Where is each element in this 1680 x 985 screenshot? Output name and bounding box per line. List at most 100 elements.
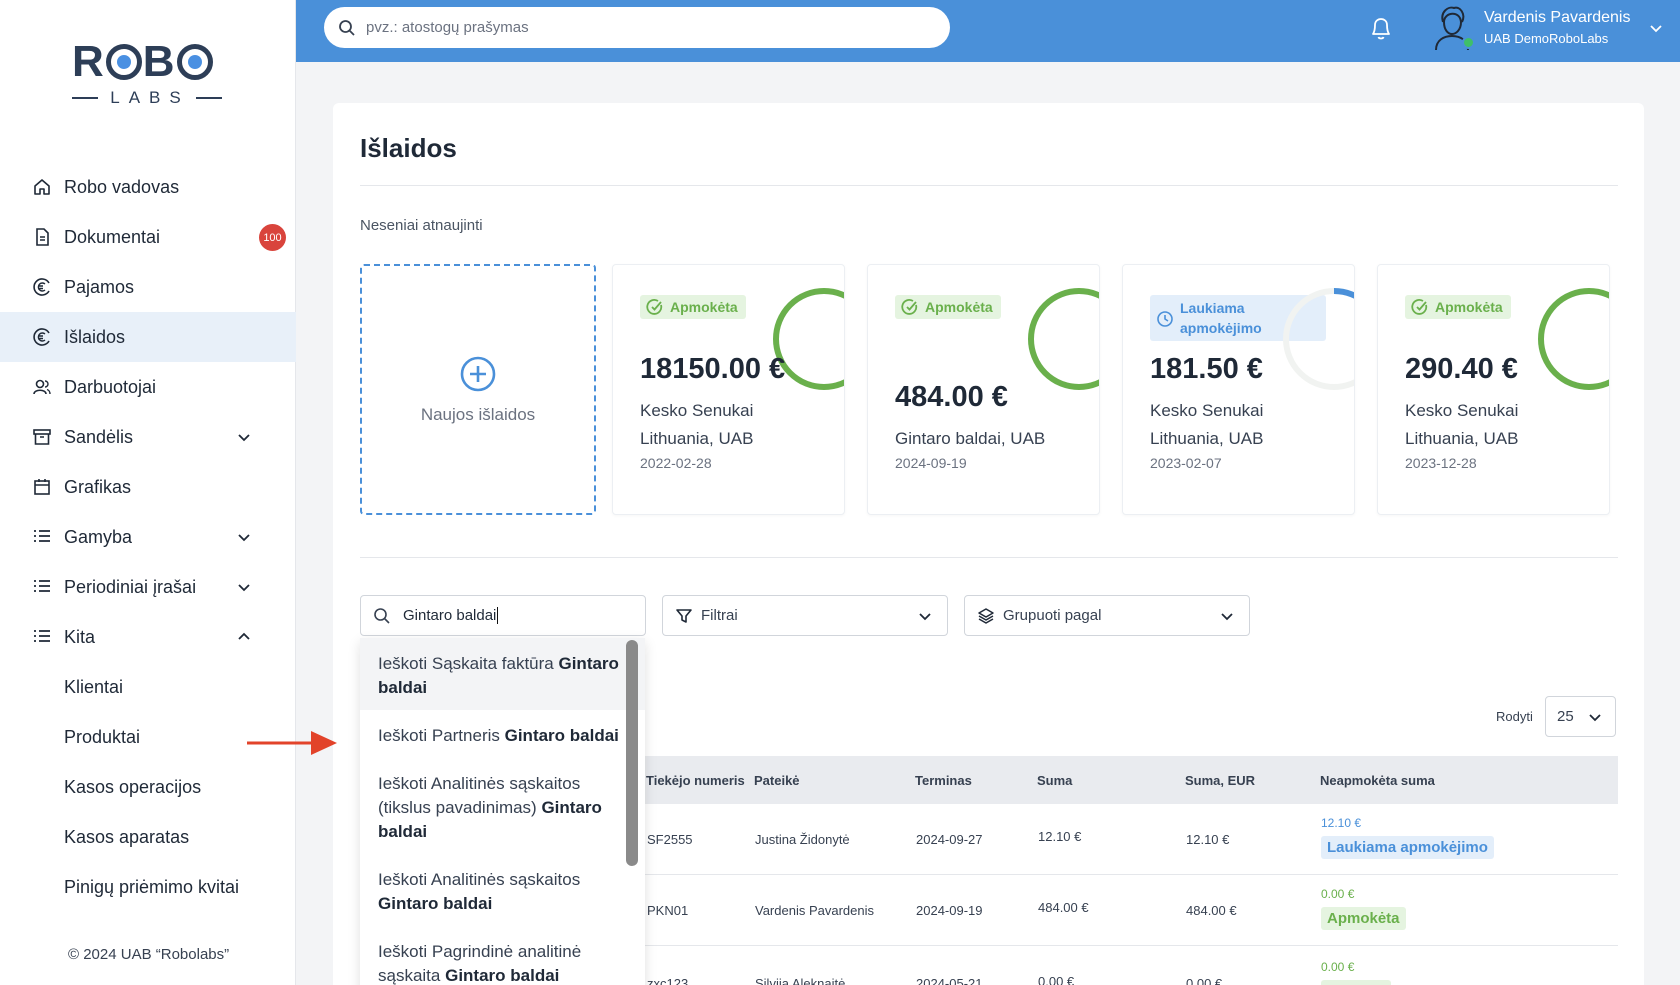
suggestion-item[interactable]: Ieškoti Partneris Gintaro baldai (378, 726, 619, 745)
bell-icon[interactable] (1368, 14, 1394, 42)
chevron-down-icon (1221, 613, 1233, 621)
progress-ring-arc (1283, 288, 1354, 390)
expense-amount: 290.40 € (1405, 353, 1518, 385)
list-icon (32, 627, 52, 647)
sidebar-item-label: Sandėlis (64, 426, 134, 447)
column-header[interactable]: Suma (1037, 773, 1073, 788)
sidebar-item-periodiniai-irasai[interactable]: Periodiniai įrašai (0, 562, 296, 612)
table-row[interactable]: SF2555 Justina Židonytė 2024-09-27 12.10… (644, 804, 1618, 875)
suggestion-item[interactable]: Ieškoti Analitinės sąskaitos (tikslus pa… (378, 774, 602, 841)
column-header[interactable]: Pateikė (754, 773, 800, 788)
calendar-icon (32, 477, 52, 497)
group-by-dropdown[interactable]: Grupuoti pagal (964, 595, 1250, 636)
check-circle-icon (901, 299, 918, 315)
plus-circle-icon (460, 356, 496, 391)
sidebar-item-darbuotojai[interactable]: Darbuotojai (0, 362, 296, 412)
expense-vendor: Kesko Senukai Lithuania, UAB (1150, 401, 1264, 448)
expense-date: 2024-09-19 (895, 455, 967, 471)
new-expense-card[interactable]: Naujos išlaidos (360, 264, 596, 515)
amount: 484.00 € (1038, 900, 1089, 915)
due-date: 2024-05-21 (916, 976, 983, 985)
progress-ring-arc (773, 288, 844, 390)
recent-expense-card[interactable]: Apmokėta 484.00 € Gintaro baldai, UAB 20… (867, 264, 1100, 515)
global-search[interactable] (324, 7, 950, 48)
search-input-value[interactable]: Gintaro baldai (403, 607, 499, 624)
table-row[interactable]: zxc123 Silvija Aleknaitė 2024-05-21 0.00… (644, 946, 1618, 985)
layers-icon (978, 607, 994, 624)
expense-amount: 484.00 € (895, 381, 1008, 413)
sidebar-item-dokumentai[interactable]: Dokumentai 100 (0, 212, 296, 262)
sidebar-subitem-klientai[interactable]: Klientai (0, 662, 296, 712)
sidebar-item-gamyba[interactable]: Gamyba (0, 512, 296, 562)
amount-eur: 12.10 € (1186, 832, 1230, 847)
suggestion-item[interactable]: Ieškoti Pagrindinė analitinė sąskaita Gi… (378, 942, 582, 985)
progress-ring (1283, 288, 1354, 390)
scrollbar[interactable] (626, 640, 638, 866)
status-badge (1321, 980, 1391, 985)
recent-expense-card[interactable]: Laukiama apmokėjimo 181.50 € Kesko Senuk… (1122, 264, 1355, 515)
expense-vendor: Kesko Senukai Lithuania, UAB (640, 401, 754, 448)
suggestion-item[interactable]: Ieškoti Sąskaita faktūra Gintaro baldai (360, 638, 645, 710)
status-badge: Apmokėta (1405, 295, 1511, 319)
sidebar-subitem-pinigu-priemimo-kvitai[interactable]: Pinigų priėmimo kvitai (0, 862, 296, 912)
recent-expense-card[interactable]: Apmokėta 290.40 € Kesko Senukai Lithuania… (1377, 264, 1610, 515)
due-date: 2024-09-27 (916, 832, 983, 847)
check-circle-icon (1411, 299, 1428, 315)
chevron-down-icon[interactable] (236, 579, 252, 595)
recent-expense-card[interactable]: Apmokėta 18150.00 € Kesko Senukai Lithuan… (612, 264, 845, 515)
document-icon (32, 227, 52, 247)
progress-ring (1538, 288, 1609, 390)
chevron-up-icon[interactable] (236, 629, 252, 645)
filters-dropdown[interactable]: Filtrai (662, 595, 948, 636)
sidebar-item-label: Kasos aparatas (64, 826, 190, 847)
status-badge: Apmokėta (895, 295, 1001, 319)
sidebar-item-label: Kasos operacijos (64, 776, 202, 797)
supplier-number: SF2555 (647, 832, 693, 847)
euro-icon (32, 327, 52, 347)
sidebar-item-islaidos[interactable]: Išlaidos (0, 312, 296, 362)
check-circle-icon (646, 299, 663, 315)
sidebar-item-grafikas[interactable]: Grafikas (0, 462, 296, 512)
page-size-select[interactable]: 25 (1545, 696, 1616, 737)
chevron-down-icon[interactable] (236, 429, 252, 445)
status-badge: Apmokėta (1321, 907, 1406, 930)
chevron-down-icon[interactable] (1648, 20, 1664, 36)
amount: 12.10 € (1038, 829, 1082, 844)
expense-date: 2023-02-07 (1150, 455, 1222, 471)
sidebar-item-pajamos[interactable]: Pajamos (0, 262, 296, 312)
submitted-by: Justina Židonytė (755, 832, 850, 847)
status-badge: Laukiama apmokėjimo (1321, 836, 1494, 859)
online-status-dot (1462, 36, 1475, 49)
expense-date: 2022-02-28 (640, 455, 712, 471)
search-suggestions: Ieškoti Sąskaita faktūra Gintaro baldai … (360, 638, 645, 985)
sidebar-subitem-kasos-aparatas[interactable]: Kasos aparatas (0, 812, 296, 862)
sidebar-item-label: Dokumentai (64, 226, 161, 247)
sidebar-subitem-produktai[interactable]: Produktai (0, 712, 296, 762)
table-row[interactable]: PKN01 Vardenis Pavardenis 2024-09-19 484… (644, 875, 1618, 946)
sidebar-item-robo-vadovas[interactable]: Robo vadovas (0, 162, 296, 212)
notification-badge: 100 (259, 224, 286, 251)
column-header[interactable]: Neapmokėta suma (1320, 773, 1435, 788)
sidebar-item-label: Išlaidos (64, 326, 126, 347)
supplier-number: zxc123 (647, 976, 689, 985)
column-header[interactable]: Suma, EUR (1185, 773, 1256, 788)
new-expense-label: Naujos išlaidos (420, 404, 536, 424)
expense-amount: 181.50 € (1150, 353, 1263, 385)
filter-icon (676, 608, 692, 623)
expense-vendor: Kesko Senukai Lithuania, UAB (1405, 401, 1519, 448)
sidebar-item-kita[interactable]: Kita (0, 612, 296, 662)
expense-search-input[interactable]: Gintaro baldai (360, 595, 646, 636)
expense-vendor: Gintaro baldai, UAB (895, 429, 1046, 448)
chevron-down-icon[interactable] (236, 529, 252, 545)
sidebar-item-sandelis[interactable]: Sandėlis (0, 412, 296, 462)
user-name[interactable]: Vardenis Pavardenis (1484, 9, 1631, 26)
column-header[interactable]: Terminas (915, 773, 972, 788)
status-badge: Apmokėta (640, 295, 746, 319)
column-header[interactable]: Tiekėjo numeris (646, 773, 745, 788)
suggestion-item[interactable]: Ieškoti Analitinės sąskaitos Gintaro bal… (378, 870, 581, 913)
global-search-input[interactable] (366, 19, 926, 36)
sidebar-subitem-kasos-operacijos[interactable]: Kasos operacijos (0, 762, 296, 812)
sidebar-item-label: Klientai (64, 676, 124, 697)
